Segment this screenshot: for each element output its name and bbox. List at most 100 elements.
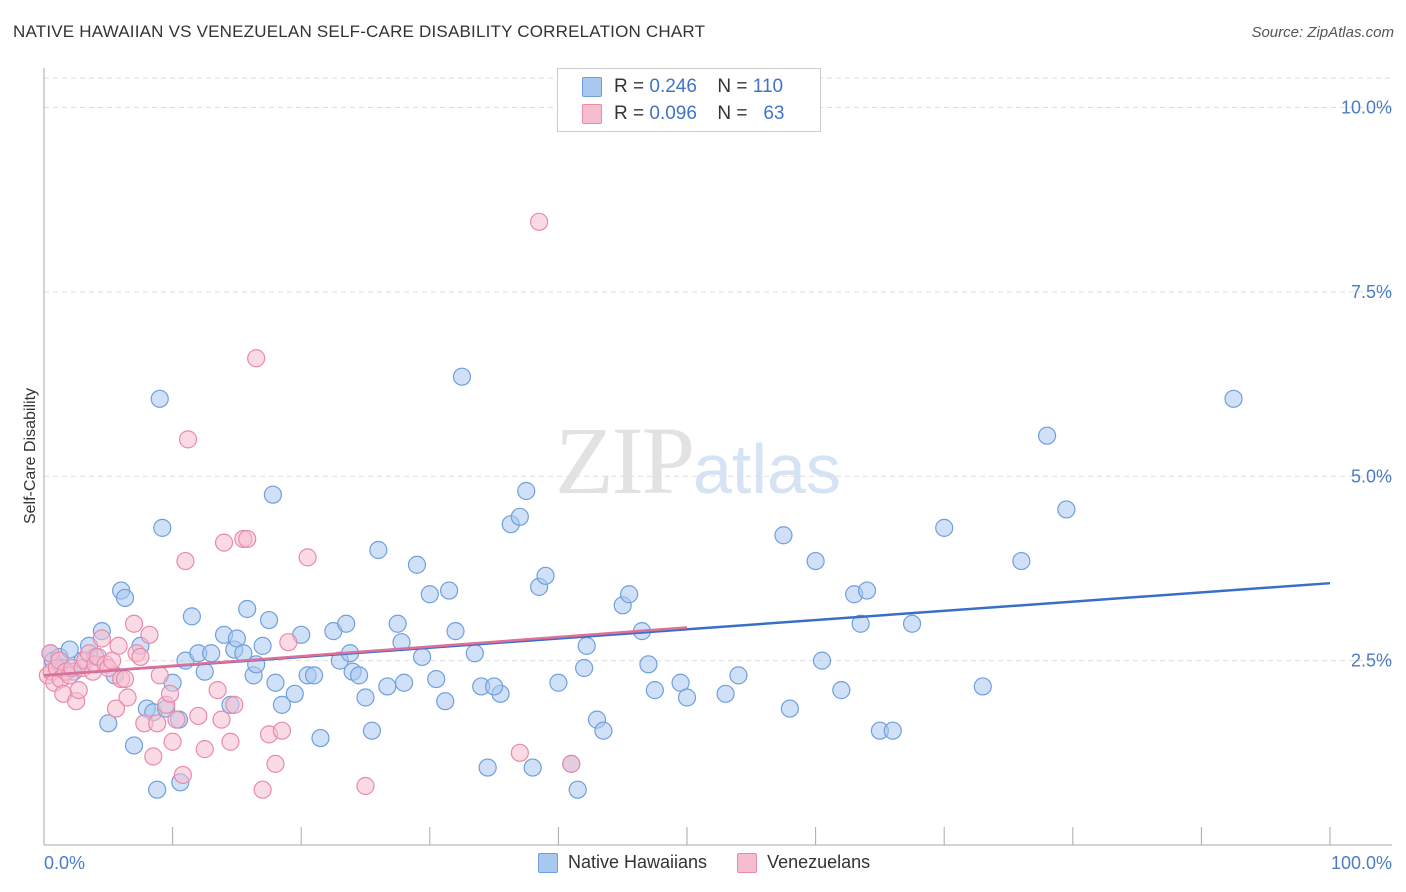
legend-r-value: 0.246 [649, 76, 697, 97]
data-point [266, 673, 285, 692]
data-point [562, 754, 581, 773]
y-axis-label: Self-Care Disability [22, 388, 39, 524]
data-point [298, 548, 317, 567]
data-point [394, 673, 414, 692]
data-point [356, 688, 375, 707]
series-legend-swatch-blue [538, 852, 558, 873]
data-point [369, 540, 388, 560]
data-point [1057, 500, 1076, 519]
series-native-hawaiians [41, 367, 1243, 799]
data-point [163, 732, 182, 751]
data-point [780, 699, 799, 718]
axes [43, 68, 1392, 846]
data-point [279, 633, 298, 652]
data-point [144, 747, 163, 766]
data-point [812, 651, 832, 670]
data-point [857, 581, 877, 600]
watermark-atlas: atlas [693, 430, 841, 508]
data-point [577, 636, 596, 655]
data-point [115, 588, 135, 608]
data-point [285, 684, 304, 703]
data-point [639, 655, 658, 674]
data-point [124, 736, 144, 755]
data-point [478, 758, 497, 777]
data-point [189, 706, 208, 726]
legend-swatch-blue [582, 77, 602, 97]
data-point [259, 610, 279, 630]
series-legend-venezuelans: Venezuelans [737, 852, 870, 873]
data-point [517, 481, 536, 501]
data-point [427, 669, 446, 689]
data-point [253, 636, 272, 655]
trend-line-venezuelans [43, 626, 688, 677]
data-point [225, 695, 244, 714]
x-tick-label: 100.0% [1331, 853, 1392, 873]
data-point [148, 780, 167, 799]
series-legend-native-hawaiians: Native Hawaiians [538, 852, 707, 873]
data-point [510, 743, 529, 762]
watermark-zip: ZIP [555, 407, 695, 514]
data-point [176, 551, 195, 571]
data-point [349, 666, 369, 685]
data-point [208, 681, 227, 700]
data-point [150, 666, 169, 685]
data-point [212, 710, 231, 729]
data-point [549, 673, 568, 692]
data-point [973, 677, 992, 696]
data-point [774, 526, 793, 545]
data-point [729, 666, 748, 685]
series-venezuelans [38, 212, 581, 799]
data-point [173, 765, 192, 785]
data-point [92, 629, 111, 648]
data-point [594, 721, 613, 740]
data-point [247, 349, 266, 368]
y-tick-label: 2.5% [1351, 651, 1392, 671]
data-point [439, 581, 459, 600]
data-point [337, 614, 356, 633]
correlation-legend: R = 0.246 N = 110 R = 0.096 N = 63 [557, 68, 821, 132]
data-point [1037, 426, 1057, 445]
data-point [620, 585, 639, 604]
data-point [536, 566, 555, 585]
y-tick-label: 7.5% [1351, 282, 1392, 302]
series-legend-swatch-pink [737, 852, 758, 873]
data-point [523, 758, 542, 777]
trend-lines [43, 581, 1331, 677]
data-point [356, 776, 375, 796]
data-point [510, 507, 529, 526]
watermark: ZIPatlas [555, 405, 841, 516]
legend-swatch-pink [582, 104, 602, 124]
data-point [378, 677, 397, 696]
legend-r-value: 0.096 [649, 103, 697, 124]
data-point [272, 695, 292, 714]
legend-n-label: N = [717, 76, 748, 97]
chart-source: Source: ZipAtlas.com [1251, 24, 1394, 41]
data-point [677, 688, 697, 707]
data-point [124, 614, 144, 633]
data-point [902, 614, 922, 633]
data-point [238, 529, 257, 549]
data-point [221, 732, 240, 751]
data-point [263, 485, 283, 504]
data-point [153, 518, 172, 537]
data-point [851, 614, 870, 633]
data-point [182, 607, 201, 626]
data-point [1012, 551, 1031, 571]
data-point [109, 636, 128, 655]
data-point [99, 714, 118, 733]
data-point [575, 658, 594, 678]
data-point [935, 518, 954, 537]
tick-labels: 2.5% 5.0% 7.5% 10.0% 0.0% 100.0% Self-Care Dis… [22, 98, 1392, 874]
data-point [148, 714, 167, 733]
data-point [202, 644, 221, 663]
legend-row-native-hawaiians: R = 0.246 N = 110 [582, 75, 783, 99]
series-legend-label: Native Hawaiians [568, 852, 708, 872]
data-point [1224, 389, 1243, 408]
data-point [178, 430, 198, 449]
data-point [167, 710, 186, 729]
data-point [195, 740, 214, 759]
data-point [150, 389, 169, 408]
data-point [412, 647, 432, 667]
data-point [420, 585, 439, 604]
